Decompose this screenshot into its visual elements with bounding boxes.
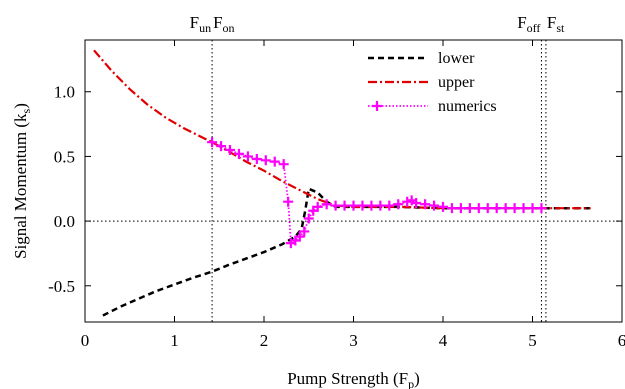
numerics-point bbox=[283, 196, 294, 207]
y-axis-label: Signal Momentum (ks) bbox=[11, 103, 33, 259]
x-tick-label: 2 bbox=[260, 331, 269, 350]
numerics-point bbox=[393, 199, 404, 210]
legend-label-numerics: numerics bbox=[438, 98, 497, 115]
numerics-point bbox=[366, 200, 377, 211]
numerics-point bbox=[536, 203, 547, 214]
numerics-point bbox=[299, 226, 310, 237]
numerics-point bbox=[321, 199, 332, 210]
threshold-label: Fst bbox=[547, 13, 565, 35]
numerics-point bbox=[464, 203, 475, 214]
x-tick-label: 1 bbox=[170, 331, 179, 350]
threshold-label: Fon bbox=[213, 13, 234, 35]
axis-ticks: 0 1 2 3 4 5 6 1.0 0.5 0.0 -0.5 bbox=[48, 40, 625, 350]
numerics-point bbox=[233, 148, 244, 159]
numerics-point bbox=[216, 141, 227, 152]
x-axis-label: Pump Strength (Fp) bbox=[287, 369, 420, 389]
numerics-point bbox=[411, 197, 422, 208]
numerics-point bbox=[491, 203, 502, 214]
legend-marker-numerics bbox=[372, 101, 382, 111]
numerics-point bbox=[420, 199, 431, 210]
numerics-point bbox=[402, 196, 413, 207]
numerics-point bbox=[446, 203, 457, 214]
y-tick-label: 0.0 bbox=[54, 212, 75, 231]
numerics-point bbox=[278, 159, 289, 170]
numerics-point bbox=[357, 200, 368, 211]
x-tick-label: 5 bbox=[528, 331, 537, 350]
series-line-numerics bbox=[211, 141, 542, 245]
numerics-point bbox=[509, 203, 520, 214]
numerics-point bbox=[260, 155, 271, 166]
numerics-point bbox=[429, 200, 440, 211]
x-tick-label: 0 bbox=[81, 331, 90, 350]
series-line-upper bbox=[93, 49, 591, 210]
threshold-label: Foff bbox=[517, 13, 540, 35]
y-tick-label: -0.5 bbox=[48, 277, 75, 296]
reference-lines bbox=[85, 40, 622, 322]
numerics-point bbox=[375, 200, 386, 211]
x-tick-label: 6 bbox=[618, 331, 625, 350]
numerics-point bbox=[303, 213, 314, 224]
numerics-point bbox=[207, 137, 218, 148]
numerics-point bbox=[455, 203, 466, 214]
numerics-point bbox=[384, 200, 395, 211]
numerics-point bbox=[473, 203, 484, 214]
numerics-point bbox=[242, 151, 253, 162]
legend: lower upper numerics bbox=[368, 50, 497, 115]
numerics-point bbox=[251, 154, 262, 165]
legend-label-lower: lower bbox=[438, 50, 475, 67]
threshold-label: Fun bbox=[190, 13, 211, 35]
numerics-point bbox=[438, 201, 448, 212]
y-tick-label: 1.0 bbox=[54, 83, 75, 102]
numerics-point bbox=[339, 200, 350, 211]
numerics-point bbox=[500, 203, 511, 214]
numerics-point bbox=[482, 203, 493, 214]
numerics-point bbox=[518, 203, 529, 214]
numerics-point bbox=[224, 144, 235, 155]
series-layer bbox=[93, 49, 591, 317]
numerics-point bbox=[312, 201, 323, 212]
numerics-point bbox=[348, 200, 359, 211]
numerics-point bbox=[330, 200, 341, 211]
legend-label-upper: upper bbox=[438, 74, 475, 91]
x-tick-label: 3 bbox=[349, 331, 358, 350]
threshold-labels: Fun Fon Foff Fst bbox=[190, 13, 565, 35]
numerics-point bbox=[527, 203, 538, 214]
y-tick-label: 0.5 bbox=[54, 147, 75, 166]
numerics-point bbox=[294, 231, 305, 242]
numerics-point bbox=[269, 156, 280, 167]
x-tick-label: 4 bbox=[439, 331, 448, 350]
